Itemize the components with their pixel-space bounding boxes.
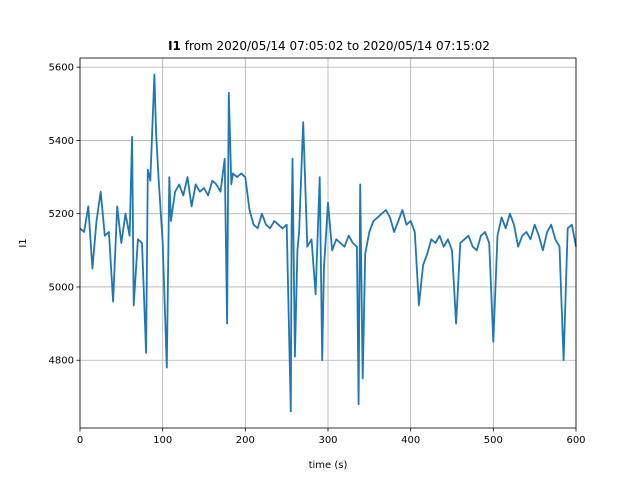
x-tick-label: 500 — [484, 435, 503, 446]
y-tick-label: 5200 — [49, 209, 74, 220]
y-tick-label: 5400 — [49, 136, 74, 147]
y-tick-label: 5000 — [49, 282, 74, 293]
y-axis-title: I1 — [18, 238, 29, 247]
x-tick-label: 0 — [77, 435, 83, 446]
x-tick-label: 400 — [401, 435, 420, 446]
y-tick-label: 5600 — [49, 63, 74, 74]
chart-title: I1 from 2020/05/14 07:05:02 to 2020/05/1… — [168, 39, 490, 53]
title-time-range: from 2020/05/14 07:05:02 to 2020/05/14 0… — [181, 39, 490, 53]
x-tick-label: 600 — [566, 435, 585, 446]
x-axis-title: time (s) — [309, 460, 348, 471]
x-tick-label: 100 — [153, 435, 172, 446]
data-layer — [79, 73, 577, 413]
series-line — [79, 73, 577, 413]
ticks-layer: 0 100 200 300 400 500 600 4800 5000 5200 5400 5600 — [49, 63, 586, 446]
x-tick-label: 300 — [318, 435, 337, 446]
y-tick-label: 4800 — [49, 356, 74, 367]
title-series-name: I1 — [168, 39, 181, 53]
x-tick-label: 200 — [236, 435, 255, 446]
